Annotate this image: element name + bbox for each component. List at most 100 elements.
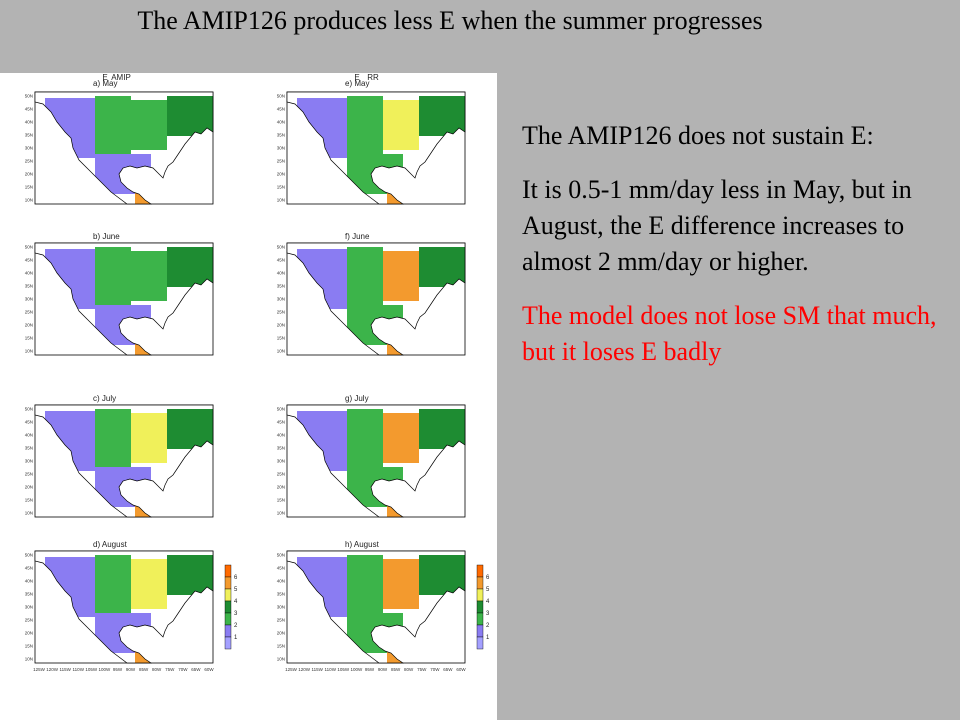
lat-tick: 20N: [277, 631, 285, 636]
lon-tick: 70W: [430, 667, 440, 672]
map-panel-b: b) June 50N 45N 40N 35N 30N 25N 20N 15N 10N: [25, 232, 214, 356]
colorbar-swatch: [224, 612, 232, 626]
lat-tick: 40N: [25, 579, 33, 584]
lon-tick: 125W: [285, 667, 298, 672]
lon-tick: 115W: [59, 667, 71, 672]
lon-tick: 110W: [325, 667, 337, 672]
lat-tick: 35N: [277, 284, 285, 289]
lat-tick: 10N: [277, 349, 285, 354]
colorbar-level: 5: [486, 587, 490, 593]
panel-label-c: c) July: [93, 394, 116, 403]
lon-tick: 60W: [204, 667, 214, 672]
lat-tick: 30N: [277, 297, 285, 302]
column-model-0: AMIP: [111, 73, 131, 82]
colorbar-level: 5: [234, 587, 238, 593]
lat-tick: 15N: [25, 644, 33, 649]
red-note: The model does not lose SM that much, bu…: [522, 301, 937, 366]
lat-tick: 40N: [277, 579, 285, 584]
coastline: [34, 550, 214, 664]
lat-tick: 40N: [277, 120, 285, 125]
colorbar-level: 4: [486, 599, 490, 605]
lon-tick: 75W: [165, 667, 175, 672]
map-panel-a: a) May 50N 45N 40N 35N 30N 25N 20N 15N 10N: [25, 79, 214, 205]
colorbar-level: 2: [234, 623, 238, 629]
region-east: [131, 559, 167, 609]
colorbar-swatch: [476, 624, 484, 638]
point-2: It is 0.5-1 mm/day less in May, but in A…: [522, 175, 912, 276]
coastline: [34, 242, 214, 356]
lat-tick: 25N: [25, 159, 33, 164]
lat-tick: 35N: [277, 446, 285, 451]
colorbar-swatch: [476, 636, 484, 650]
lat-tick: 15N: [277, 644, 285, 649]
map-panel-c: c) July 50N 45N 40N 35N 30N 25N 20N 15N 10N: [25, 394, 214, 518]
region-east: [383, 251, 419, 301]
lat-tick: 35N: [277, 592, 285, 597]
region-central: [95, 555, 131, 613]
map-panel-h: h) August 50N 45N 40N 35N 30N 25N 20N 15N 10N125W…: [277, 540, 467, 672]
lat-tick: 45N: [25, 107, 33, 112]
lat-tick: 45N: [277, 566, 285, 571]
lat-tick: 50N: [25, 407, 33, 412]
lon-tick: 80W: [404, 667, 414, 672]
lon-tick: 110W: [73, 667, 85, 672]
lat-tick: 45N: [277, 107, 285, 112]
colorbar-swatch: [476, 576, 484, 590]
coastline: [286, 550, 466, 664]
map-panel-g: g) July 50N 45N 40N 35N 30N 25N 20N 15N 10N: [277, 394, 466, 518]
lat-tick: 25N: [25, 310, 33, 315]
lat-tick: 20N: [25, 172, 33, 177]
lat-tick: 50N: [277, 94, 285, 99]
lat-tick: 15N: [25, 498, 33, 503]
lat-tick: 50N: [25, 553, 33, 558]
lon-tick: 65W: [191, 667, 201, 672]
lat-tick: 10N: [25, 657, 33, 662]
lon-tick: 90W: [126, 667, 136, 672]
lat-tick: 50N: [25, 94, 33, 99]
evaporation-map-figure: E AMIP E RR a) May 50N 45N 40N 35N 30N 25N 20N 15N 10…: [0, 73, 497, 720]
lon-tick: 100W: [351, 667, 364, 672]
lon-tick: 115W: [311, 667, 323, 672]
panel-label-e: e) May: [345, 79, 369, 88]
colorbar-swatch: [224, 600, 232, 614]
lon-tick: 95W: [365, 667, 375, 672]
lat-tick: 30N: [25, 297, 33, 302]
coastline: [34, 91, 214, 205]
lat-tick: 20N: [277, 172, 285, 177]
lat-tick: 45N: [25, 566, 33, 571]
lat-tick: 45N: [25, 258, 33, 263]
coastline: [286, 404, 466, 518]
column-var-0: E: [102, 73, 107, 82]
lon-tick: 105W: [85, 667, 98, 672]
colorbar-swatch: [224, 576, 232, 590]
lat-tick: 35N: [25, 284, 33, 289]
lat-tick: 35N: [25, 133, 33, 138]
map-panels-svg: E AMIP E RR a) May 50N 45N 40N 35N 30N 25N 20N 15N 10…: [25, 73, 490, 672]
lon-tick: 105W: [337, 667, 350, 672]
lat-tick: 45N: [277, 420, 285, 425]
lat-tick: 20N: [25, 485, 33, 490]
lat-tick: 35N: [25, 446, 33, 451]
colorbar-swatch: [224, 624, 232, 638]
colorbar-swatch: [476, 564, 484, 578]
lon-tick: 65W: [443, 667, 453, 672]
panel-label-h: h) August: [345, 540, 380, 549]
lat-tick: 30N: [25, 146, 33, 151]
map-panel-e: e) May 50N 45N 40N 35N 30N 25N 20N 15N 10N: [277, 79, 466, 205]
region-central: [95, 247, 131, 305]
panel-label-g: g) July: [345, 394, 369, 403]
lon-tick: 120W: [298, 667, 311, 672]
region-east: [131, 100, 167, 150]
region-east: [383, 413, 419, 463]
lon-tick: 90W: [378, 667, 388, 672]
lon-tick: 95W: [113, 667, 123, 672]
lat-tick: 50N: [277, 407, 285, 412]
region-central: [95, 409, 131, 467]
lat-tick: 40N: [277, 271, 285, 276]
lat-tick: 30N: [25, 459, 33, 464]
column-var-1: E: [354, 73, 359, 82]
lat-tick: 40N: [25, 271, 33, 276]
lat-tick: 25N: [277, 310, 285, 315]
region-central: [347, 555, 383, 613]
lat-tick: 30N: [277, 605, 285, 610]
